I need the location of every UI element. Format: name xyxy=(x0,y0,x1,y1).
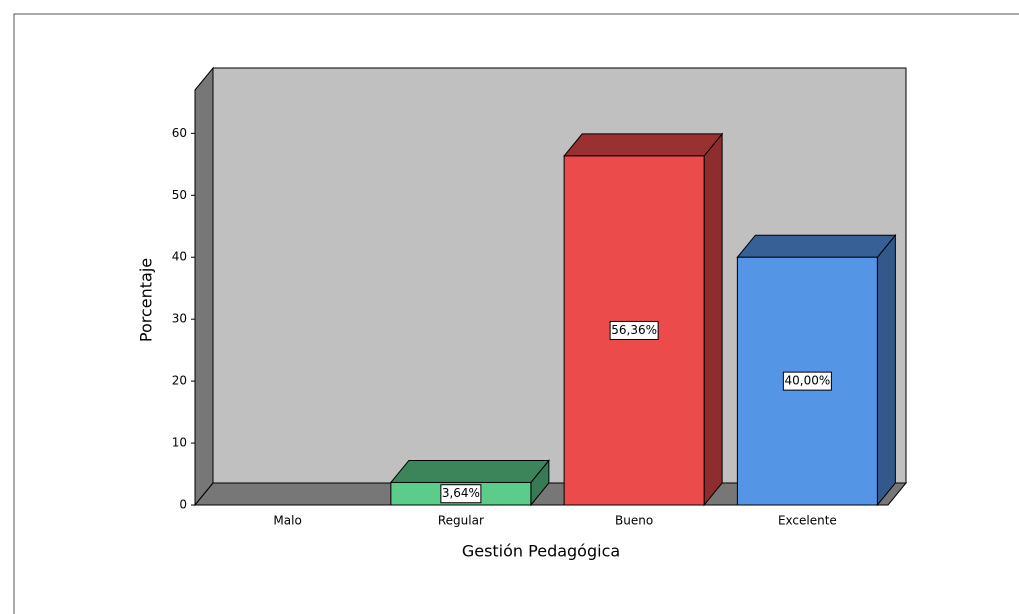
y-tick-label: 30 xyxy=(172,312,187,326)
y-tick-label: 50 xyxy=(172,188,187,202)
frame xyxy=(13,13,1019,614)
bar-top xyxy=(736,234,897,258)
y-tick-label: 60 xyxy=(172,126,187,140)
value-label: 3,64% xyxy=(442,486,480,500)
y-tick-label: 40 xyxy=(172,250,187,264)
left-wall xyxy=(194,66,214,507)
bar-side xyxy=(703,132,723,507)
x-tick-label: Bueno xyxy=(615,514,653,528)
value-label: 40,00% xyxy=(784,374,830,388)
x-tick-label: Regular xyxy=(438,514,484,528)
value-label-box xyxy=(609,320,659,340)
x-tick-label: Excelente xyxy=(778,514,837,528)
x-tick-label: Malo xyxy=(273,514,301,528)
bar-top xyxy=(563,133,724,157)
bar-top xyxy=(389,459,550,483)
y-axis-label: Porcentaje xyxy=(137,258,156,342)
value-label-box xyxy=(440,484,482,504)
bar-side xyxy=(876,233,896,507)
y-tick-label: 0 xyxy=(179,498,187,512)
x-axis-label: Gestión Pedagógica xyxy=(462,542,620,561)
y-tick-label: 10 xyxy=(172,436,187,450)
y-tick-label: 20 xyxy=(172,374,187,388)
value-label-box xyxy=(782,371,832,391)
value-label: 56,36% xyxy=(611,323,657,337)
